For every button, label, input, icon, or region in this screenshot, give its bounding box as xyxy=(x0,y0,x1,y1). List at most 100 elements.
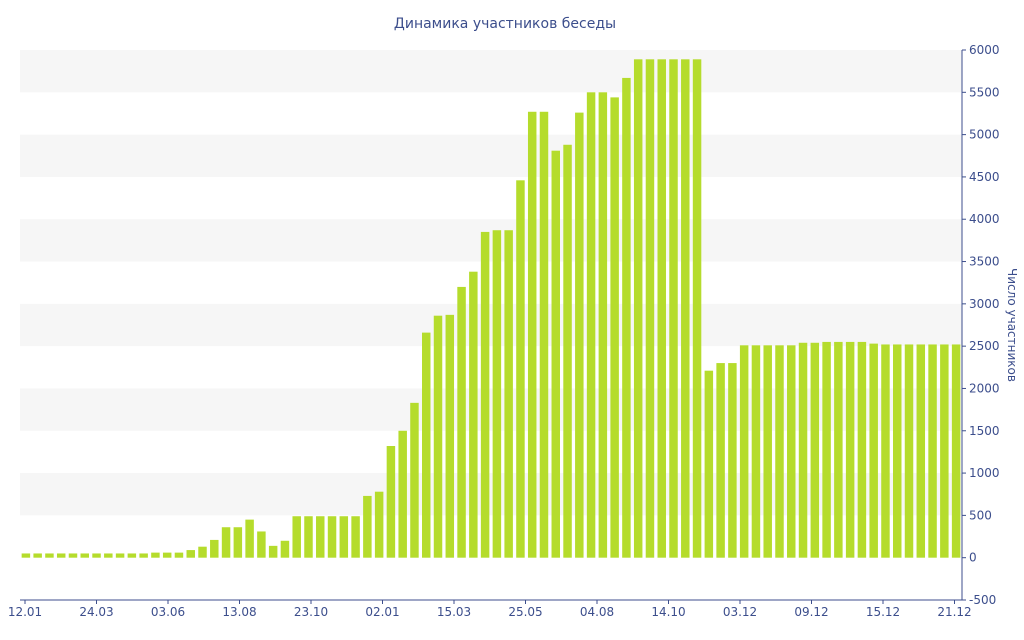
bar xyxy=(763,345,772,558)
chart-title: Динамика участников беседы xyxy=(394,16,616,32)
bar xyxy=(728,363,737,558)
y-tick-label: 2000 xyxy=(969,381,1000,395)
bar xyxy=(445,314,455,558)
y-tick-label: 1000 xyxy=(969,466,1000,480)
bar xyxy=(351,516,360,558)
x-tick-label: 04.08 xyxy=(580,605,614,619)
bar xyxy=(374,491,384,558)
y-tick-label: 500 xyxy=(969,508,992,522)
x-ticks: 12.01 24.03 03.06 13.08 23.10 02.01 15.03 25.05… xyxy=(8,600,972,619)
bar xyxy=(787,345,796,558)
bar xyxy=(45,553,54,558)
y-tick-label: 0 xyxy=(969,551,977,565)
grid-band xyxy=(20,134,962,177)
bar xyxy=(327,516,337,558)
x-tick-label: 23.10 xyxy=(294,605,328,619)
bar xyxy=(316,516,325,558)
y-tick-label: 4500 xyxy=(969,170,1000,184)
bar xyxy=(857,341,867,558)
bar xyxy=(480,231,490,558)
y-tick-label: 6000 xyxy=(969,43,1000,57)
bar xyxy=(457,286,466,558)
bar xyxy=(645,59,655,558)
bar xyxy=(280,540,290,558)
bar xyxy=(928,344,937,558)
bar xyxy=(940,344,949,558)
bar xyxy=(539,111,549,558)
bar xyxy=(198,546,207,558)
bar xyxy=(739,345,749,558)
bars-group xyxy=(21,59,961,558)
y-ticks: -500 0 500 1000 1500 2000 2500 3000 3500 4000 4500… xyxy=(962,43,1000,607)
bar xyxy=(127,553,137,558)
bar xyxy=(56,553,66,558)
bar xyxy=(292,516,301,558)
bar xyxy=(268,545,278,558)
y-tick-label: -500 xyxy=(969,593,996,607)
bar xyxy=(751,345,761,558)
bar xyxy=(951,344,961,558)
bar xyxy=(551,150,560,558)
bar xyxy=(681,59,690,558)
y-tick-label: 1500 xyxy=(969,424,1000,438)
bar xyxy=(469,271,478,558)
bar xyxy=(610,97,619,558)
bar xyxy=(33,553,42,558)
x-tick-label: 15.03 xyxy=(437,605,471,619)
bar xyxy=(716,363,725,558)
bar xyxy=(104,553,113,558)
y-tick-label: 5500 xyxy=(969,85,1000,99)
bar xyxy=(162,552,172,558)
grid-band xyxy=(20,50,962,93)
bar xyxy=(657,59,666,558)
y-axis-label: Число участников xyxy=(1005,268,1019,382)
bar xyxy=(92,553,101,558)
bar xyxy=(563,144,572,558)
bar xyxy=(139,553,148,558)
grid-band xyxy=(20,388,962,431)
bar xyxy=(398,430,407,558)
x-tick-label: 24.03 xyxy=(79,605,113,619)
grid-band xyxy=(20,303,962,347)
x-tick-label: 13.08 xyxy=(222,605,256,619)
bar xyxy=(575,112,584,558)
bar xyxy=(869,343,878,558)
bar xyxy=(304,516,313,558)
bar xyxy=(363,495,372,558)
bar xyxy=(21,553,31,558)
x-tick-label: 15.12 xyxy=(866,605,900,619)
bar xyxy=(115,553,125,558)
bar xyxy=(598,92,608,558)
x-tick-label: 09.12 xyxy=(794,605,828,619)
bar xyxy=(775,345,784,558)
bar xyxy=(186,550,195,558)
bar xyxy=(245,519,254,558)
bar xyxy=(845,341,855,558)
bar xyxy=(339,516,349,558)
bar xyxy=(210,539,219,558)
bar xyxy=(633,59,643,558)
y-tick-label: 4000 xyxy=(969,212,1000,226)
bar xyxy=(692,59,702,558)
bar xyxy=(822,341,831,558)
bar xyxy=(586,92,596,558)
x-tick-label: 02.01 xyxy=(365,605,399,619)
bar xyxy=(257,531,266,558)
x-tick-label: 21.12 xyxy=(937,605,971,619)
y-tick-label: 5000 xyxy=(969,128,1000,142)
bar xyxy=(798,342,808,558)
bar xyxy=(527,111,537,558)
bar xyxy=(68,553,78,558)
bar xyxy=(834,341,843,558)
bar xyxy=(504,230,513,558)
bar xyxy=(422,332,431,558)
bar xyxy=(916,344,926,558)
bar xyxy=(810,342,820,558)
x-tick-label: 25.05 xyxy=(508,605,542,619)
y-tick-label: 3500 xyxy=(969,255,1000,269)
bar xyxy=(410,402,419,558)
bar xyxy=(233,527,243,558)
y-tick-label: 2500 xyxy=(969,339,1000,353)
bar xyxy=(704,370,714,558)
